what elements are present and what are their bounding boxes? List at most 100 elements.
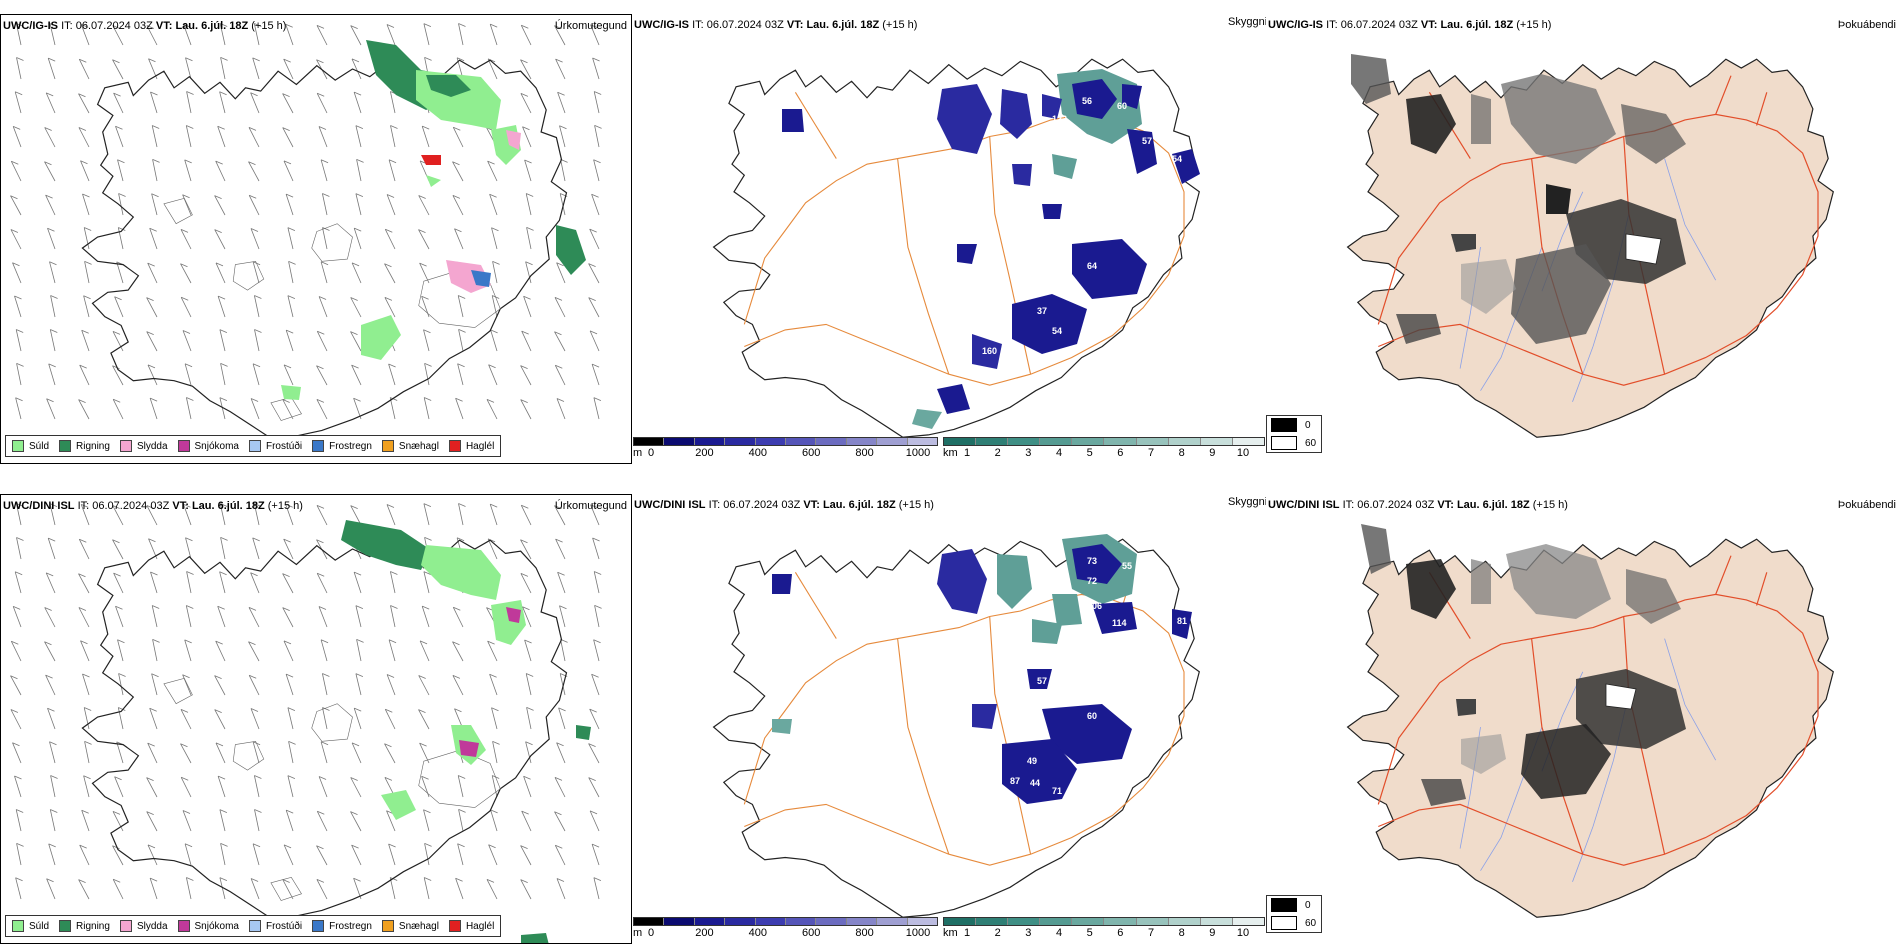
colorbar-tick: 9	[1209, 447, 1216, 459]
colorbar-step	[1200, 438, 1233, 445]
ceiling-labels: 73 72 55 106 101 114 81 47 106 57 60 49 87 44 71	[1010, 556, 1205, 796]
colorbar-step	[664, 438, 695, 445]
colorbar-tick: 7	[1147, 927, 1155, 939]
ceiling-labels: 56 60 57 54 122 84 71 64 37 54 160 2	[782, 96, 1182, 356]
cloud-ceiling-map: 73 72 55 106 101 114 81 47 106 57 60 49 87 44 71	[712, 534, 1205, 918]
legend-swatch	[119, 440, 132, 452]
colorbar-tick: 0	[647, 447, 655, 459]
colorbar-tick: 800	[855, 447, 874, 459]
fog-swatch	[1271, 436, 1297, 450]
cloud-ceiling-panel-row2: UWC/DINI ISL IT: 06.07.2024 03Z VT: Lau.…	[632, 494, 1266, 944]
colorbar-step	[877, 918, 908, 925]
fog-legend-item: 60	[1267, 914, 1321, 932]
colorbar-step	[1104, 438, 1137, 445]
legend-item: Súld	[12, 920, 49, 932]
visibility-colorbar	[943, 437, 1265, 446]
colorbar-step	[1008, 918, 1041, 925]
precip-areas	[281, 40, 586, 400]
legend-item: Snjókoma	[177, 920, 239, 932]
colorbar-tick: 6	[1117, 927, 1124, 939]
colorbar-tick: 0	[647, 927, 655, 939]
ceiling-value-label: 87	[1010, 776, 1020, 786]
ceiling-colorbar-row1: m 0 200 400 600 800 1000	[633, 437, 938, 461]
colorbar-tick: 8	[1178, 927, 1185, 939]
colorbar-tick: 8	[1178, 447, 1185, 459]
legend-item: Slydda	[119, 920, 168, 932]
colorbar-step	[694, 438, 726, 445]
colorbar-tick: 10	[1236, 447, 1250, 459]
colorbar-tick: 1	[963, 927, 971, 939]
ceiling-value-label: 106	[1087, 601, 1102, 611]
colorbar-step	[976, 918, 1009, 925]
colorbar-step	[1072, 918, 1105, 925]
colorbar-step	[1104, 918, 1137, 925]
wind-barbs	[10, 23, 602, 420]
colorbar-step	[1232, 438, 1264, 445]
precip-type-legend: Súld Rigning Slydda Snjókoma Frostúði Fr…	[5, 435, 502, 457]
ceiling-unit: m	[633, 927, 643, 939]
ceiling-value-label: 37	[1037, 306, 1047, 316]
legend-swatch	[381, 440, 394, 452]
colorbar-step	[846, 438, 878, 445]
ceiling-value-label: 81	[1177, 616, 1187, 626]
road-network	[743, 555, 1185, 866]
colorbar-step	[694, 918, 726, 925]
fog-index-map	[1346, 524, 1834, 918]
colorbar-step	[725, 438, 756, 445]
fog-legend-item: 60	[1267, 434, 1321, 452]
colorbar-tick: 1000	[905, 447, 931, 459]
legend-swatch	[59, 440, 72, 452]
panel-title: UWC/IG-IS IT: 06.07.2024 03Z VT: Lau. 6.…	[1268, 19, 1552, 31]
fog-panel-row1: UWC/IG-IS IT: 06.07.2024 03Z VT: Lau. 6.…	[1266, 14, 1900, 464]
cloud-ceiling-panel-row1: UWC/IG-IS IT: 06.07.2024 03Z VT: Lau. 6.…	[632, 14, 1266, 464]
ceiling-value-label: 101	[1082, 616, 1097, 626]
colorbar-step	[1136, 918, 1169, 925]
ceiling-value-label: 64	[1087, 261, 1097, 271]
ceiling-value-label: 84	[1052, 181, 1062, 191]
ceiling-value-label: 54	[1172, 154, 1182, 164]
legend-item: Frostúði	[248, 440, 302, 452]
colorbar-tick: 200	[695, 447, 714, 459]
fog-swatch	[1271, 916, 1297, 930]
visibility-colorbar-row2: km 1 2 3 4 5 6 7 8 9 10	[943, 917, 1265, 941]
fog-areas	[1361, 524, 1686, 806]
legend-item: Rigning	[59, 920, 110, 932]
ceiling-value-label: 60	[1117, 101, 1127, 111]
legend-item: Frostúði	[248, 920, 302, 932]
colorbar-tick: 600	[802, 447, 821, 459]
colorbar-tick: 1	[963, 447, 971, 459]
ceiling-areas	[772, 534, 1192, 804]
panel-title: UWC/DINI ISL IT: 06.07.2024 03Z VT: Lau.…	[1268, 499, 1568, 511]
fog-legend-row2: 0 60	[1266, 895, 1322, 933]
product-label: Úrkomutegund	[554, 500, 627, 512]
ceiling-value-label: 56	[1082, 96, 1092, 106]
legend-swatch	[312, 920, 325, 932]
legend-item: Snjókoma	[177, 440, 239, 452]
legend-swatch	[381, 920, 394, 932]
ceiling-value-label: 57	[1037, 676, 1047, 686]
visibility-colorbar	[943, 917, 1265, 926]
precip-type-legend: Súld Rigning Slydda Snjókoma Frostúði Fr…	[5, 915, 502, 937]
ceiling-value-label: 57	[1142, 136, 1152, 146]
wind-barbs	[10, 503, 602, 900]
legend-item: Haglél	[448, 920, 494, 932]
ceiling-colorbar-row2: m 0 200 400 600 800 1000	[633, 917, 938, 941]
colorbar-step	[755, 918, 787, 925]
legend-swatch	[12, 440, 24, 452]
ceiling-colorbar	[633, 437, 938, 446]
panel-title: UWC/DINI ISL IT: 06.07.2024 03Z VT: Lau.…	[634, 499, 934, 511]
fog-legend-item: 0	[1267, 896, 1321, 914]
ceiling-value-label: 49	[1027, 756, 1037, 766]
colorbar-step	[755, 438, 787, 445]
colorbar-step	[634, 438, 665, 445]
ceiling-value-label: 71	[1052, 786, 1062, 796]
fog-legend-row1: 0 60	[1266, 415, 1322, 453]
colorbar-tick: 3	[1025, 927, 1032, 939]
colorbar-tick: 400	[748, 447, 767, 459]
colorbar-tick: 7	[1147, 447, 1155, 459]
fog-swatch	[1271, 898, 1297, 912]
product-label: Þokuábendi	[1837, 499, 1896, 511]
fog-panel-row2: UWC/DINI ISL IT: 06.07.2024 03Z VT: Lau.…	[1266, 494, 1900, 944]
legend-item: Slydda	[119, 440, 168, 452]
ceiling-value-label: 47	[1195, 614, 1205, 624]
